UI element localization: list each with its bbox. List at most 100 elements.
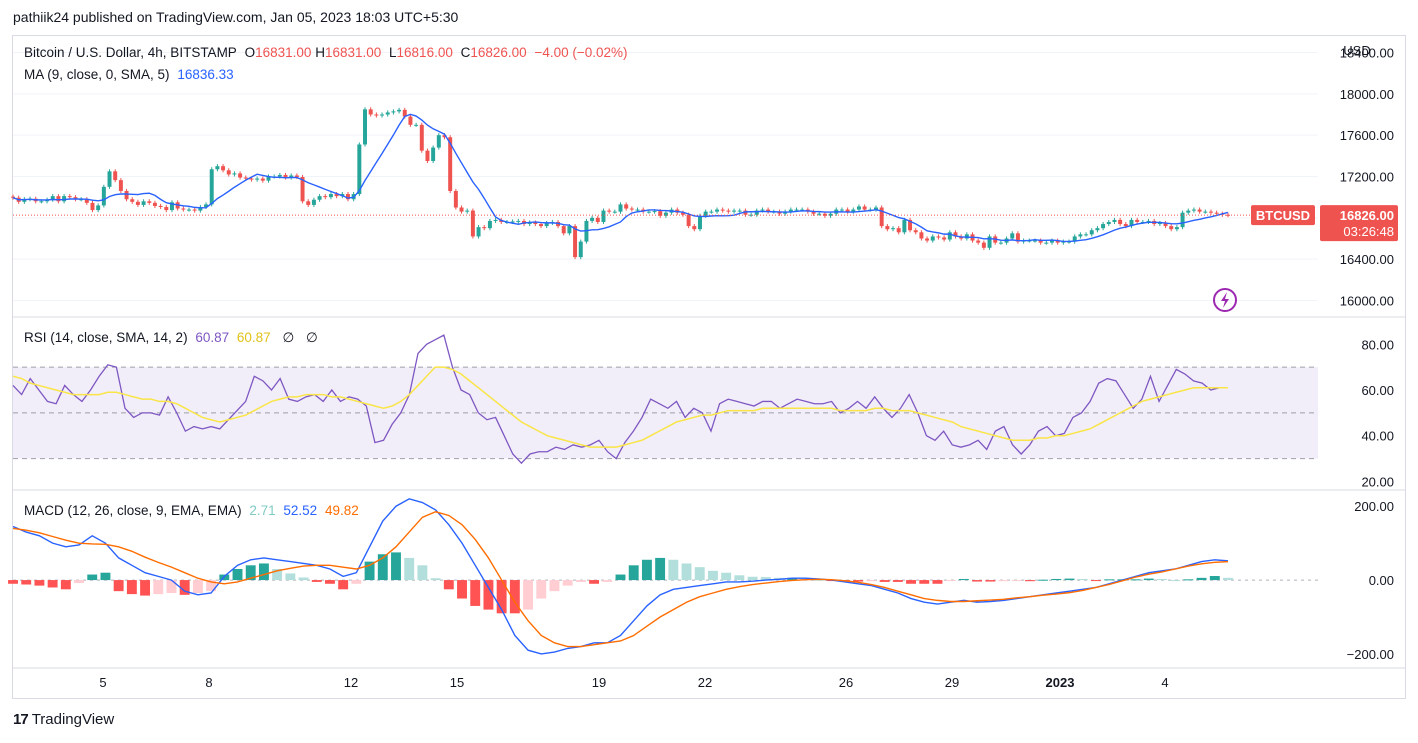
ma-label: MA (9, close, 0, SMA, 5) (24, 67, 170, 82)
macd-histogram-bar (787, 577, 798, 581)
candle-body (243, 177, 248, 179)
time-tick-label: 15 (450, 675, 464, 690)
candle-body (107, 171, 112, 187)
candle-body (187, 209, 191, 211)
change-value: −4.00 (−0.02%) (534, 45, 628, 60)
candle-body (629, 208, 634, 210)
macd-histogram-bar (1024, 580, 1035, 582)
candle-body (1163, 223, 1168, 227)
candle-body (925, 238, 930, 241)
macd-histogram-bar (972, 580, 983, 582)
macd-histogram-bar (1051, 578, 1062, 581)
candle-body (1044, 242, 1049, 244)
candle-body (141, 201, 146, 205)
candle-body (1038, 240, 1043, 243)
macd-value: 52.52 (283, 503, 318, 518)
candle-body (646, 211, 651, 213)
macd-histogram-bar (668, 559, 679, 581)
candle-body (1191, 209, 1196, 211)
low-label: L (389, 45, 397, 60)
macd-histogram-bar (906, 580, 916, 584)
price-tick-label: 16400.00 (1340, 252, 1394, 267)
candle-body (181, 208, 186, 210)
macd-histogram-bar (523, 580, 534, 610)
candle-body (306, 201, 311, 205)
candle-body (328, 194, 333, 198)
candle-body (612, 211, 617, 213)
macd-histogram-bar (377, 554, 388, 581)
macd-histogram-bar (245, 565, 256, 581)
candle-body (1180, 212, 1185, 228)
ma-legend[interactable]: MA (9, close, 0, SMA, 5) 16836.33 (24, 67, 238, 82)
candle-body (1157, 223, 1162, 225)
candle-body (101, 186, 106, 206)
candle-body (919, 232, 924, 239)
signal-line (12, 511, 1229, 648)
macd-histogram-bar (681, 563, 692, 581)
symbol-title[interactable]: Bitcoin / U.S. Dollar, 4h, BITSTAMP (24, 45, 237, 60)
candle-body (198, 206, 203, 211)
candle-body (601, 210, 606, 222)
macd-histogram-bar (179, 580, 190, 595)
ma-value: 16836.33 (177, 67, 234, 82)
candle-body (323, 196, 328, 198)
candle-body (936, 236, 941, 238)
candle-body (510, 221, 515, 223)
chart-frame (12, 35, 1406, 699)
candle-body (1010, 233, 1015, 239)
candle-body (516, 220, 521, 222)
price-legend: Bitcoin / U.S. Dollar, 4h, BITSTAMP O168… (24, 45, 632, 60)
candle-body (84, 199, 89, 203)
candle-body (658, 211, 663, 216)
macd-histogram-bar (602, 580, 613, 582)
candle-body (419, 124, 424, 151)
candle-body (539, 224, 544, 227)
macd-histogram-bar (958, 578, 969, 581)
candle-body (1203, 211, 1208, 213)
macd-histogram-bar (813, 579, 824, 581)
candle-body (130, 199, 135, 202)
macd-legend[interactable]: MACD (12, 26, close, 9, EMA, EMA) 2.71 5… (24, 503, 363, 518)
macd-histogram-bar (760, 577, 771, 581)
rsi-legend[interactable]: RSI (14, close, SMA, 14, 2) 60.87 60.87 … (24, 330, 322, 346)
macd-histogram-bar (113, 580, 124, 592)
candle-body (595, 217, 600, 222)
candle-body (118, 180, 123, 191)
candle-body (874, 207, 878, 210)
currency-label: USD (1343, 43, 1370, 58)
macd-histogram-bar (549, 580, 560, 592)
time-tick-label: 2023 (1046, 675, 1075, 690)
candle-body (680, 212, 685, 215)
macd-histogram-bar (60, 580, 71, 590)
macd-histogram-bar (298, 577, 309, 581)
macd-histogram-bar (932, 580, 943, 584)
candle-body (209, 169, 214, 205)
candle-body (50, 196, 55, 200)
candle-body (1072, 236, 1077, 242)
price-tag: 16826.00 (1340, 208, 1394, 223)
macd-histogram-bar (919, 580, 930, 584)
candle-body (709, 211, 714, 213)
macd-histogram-bar (126, 580, 137, 595)
candle-body (607, 210, 612, 212)
rsi-value: 60.87 (195, 330, 230, 345)
candle-body (686, 214, 691, 227)
candle-body (164, 206, 169, 211)
candle-body (1095, 228, 1100, 231)
macd-histogram-bar (509, 580, 520, 614)
candle-body (1208, 211, 1213, 213)
tradingview-logo[interactable]: 17 TradingView (13, 711, 114, 728)
rsi-line (12, 334, 1228, 465)
low-value: 16816.00 (396, 45, 453, 60)
candle-body (317, 196, 322, 200)
rsi-tick-label: 60.00 (1361, 383, 1394, 398)
candle-body (942, 237, 947, 240)
candle-body (255, 178, 260, 180)
macd-histogram-bar (364, 561, 375, 581)
candle-body (987, 236, 992, 248)
macd-histogram-bar (655, 557, 666, 581)
rsi-label: RSI (14, close, SMA, 14, 2) (24, 330, 188, 345)
price-tick-label: 16000.00 (1340, 294, 1394, 309)
macd-histogram-bar (1104, 579, 1115, 581)
